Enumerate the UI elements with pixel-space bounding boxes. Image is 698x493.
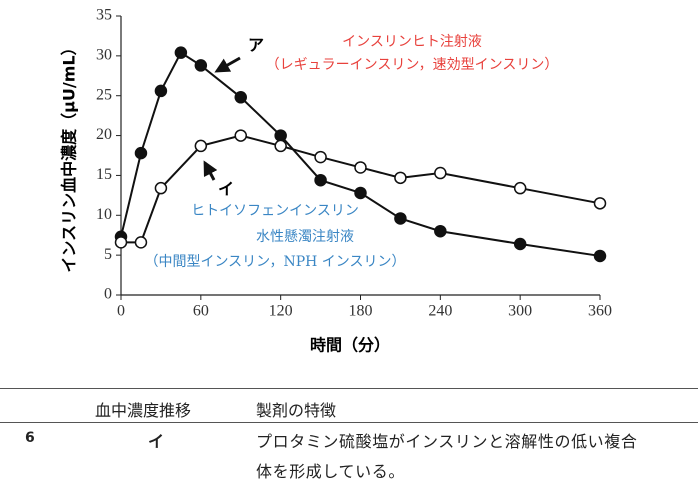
data-point <box>314 173 327 187</box>
chart: 時間（分） インスリン血中濃度（μU/mL） ア イ インスリンヒト注射液 （レ… <box>60 7 613 355</box>
data-point <box>234 91 247 104</box>
data-point <box>354 161 367 174</box>
arrow <box>203 160 218 181</box>
data-point <box>513 237 527 251</box>
x-tick-label: 120 <box>269 303 293 320</box>
curve: イ <box>148 432 165 451</box>
data-point <box>394 212 407 225</box>
y-tick-label: 0 <box>104 286 112 303</box>
x-tick-label: 0 <box>117 303 125 320</box>
y-tick-label: 20 <box>96 126 112 143</box>
y-axis-label: インスリン血中濃度（μU/mL） <box>60 39 79 272</box>
rule <box>0 422 698 423</box>
feature-line: 体を形成している。 <box>256 462 405 481</box>
data-point <box>593 249 607 263</box>
data-point <box>434 166 447 180</box>
series-label: ア <box>248 36 264 55</box>
data-point <box>434 224 447 238</box>
annotation: （レギュラーインスリン，速効型インスリン） <box>266 57 559 73</box>
data-point <box>114 236 128 249</box>
data-point <box>194 139 208 153</box>
feature-line: プロタミン硫酸塩がインスリンと溶解性の低い複合 <box>256 432 638 451</box>
annotation: インスリンヒト注射液 <box>342 34 482 50</box>
annotation: ヒトイソフェンインスリン <box>191 203 359 219</box>
data-point <box>593 197 607 210</box>
data-point <box>174 46 188 59</box>
data-point <box>134 236 148 249</box>
x-tick-label: 60 <box>193 303 209 320</box>
x-axis-label: 時間（分） <box>310 336 390 355</box>
x-tick-label: 180 <box>349 303 373 320</box>
data-point <box>234 129 247 142</box>
table-header: 製剤の特徴 <box>256 401 337 420</box>
y-tick-label: 10 <box>96 206 112 223</box>
row-number: 6 <box>25 430 35 446</box>
y-tick-label: 25 <box>96 86 112 103</box>
y-tick-label: 35 <box>96 7 112 24</box>
y-tick-label: 30 <box>96 47 112 64</box>
data-point <box>314 150 327 164</box>
series-label: イ <box>218 180 234 199</box>
data-point <box>154 84 168 98</box>
data-point <box>134 146 148 160</box>
data-point <box>394 171 407 185</box>
data-point <box>154 181 168 195</box>
data-point <box>274 129 287 142</box>
x-tick-label: 300 <box>508 303 532 320</box>
series-line <box>121 134 601 244</box>
x-tick-label: 360 <box>588 303 612 320</box>
x-tick-label: 240 <box>428 303 452 320</box>
data-point <box>274 139 287 153</box>
arrow <box>214 56 241 73</box>
annotation: 水性懸濁注射液 <box>256 229 354 245</box>
table-header: 血中濃度推移 <box>95 401 192 420</box>
data-point <box>354 186 367 200</box>
y-tick-label: 5 <box>104 246 112 263</box>
y-tick-label: 15 <box>96 166 112 183</box>
rule <box>0 388 698 389</box>
annotation: （中間型インスリン，NPH インスリン） <box>144 254 405 270</box>
data-point <box>513 181 527 195</box>
data-point <box>194 59 208 72</box>
